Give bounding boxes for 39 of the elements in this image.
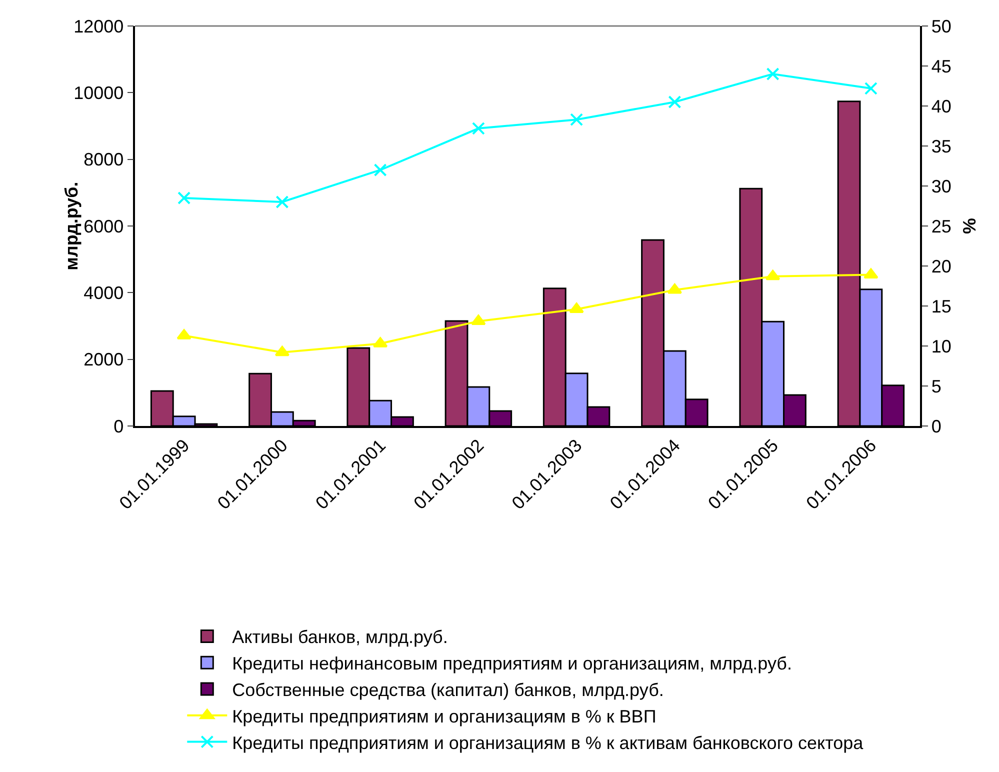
y-tick-label: 2000	[84, 350, 124, 370]
point	[569, 302, 584, 313]
y2-tick-label: 35	[931, 136, 952, 156]
point	[274, 346, 290, 356]
y-tick-label: 0	[114, 416, 124, 436]
y-tick-label: 12000	[74, 16, 124, 36]
y2-tick-label: 30	[931, 176, 952, 196]
point	[374, 164, 387, 176]
point	[472, 122, 485, 135]
y-tick-label: 10000	[74, 82, 124, 103]
y2-tick-label: 0	[931, 416, 942, 436]
point	[668, 96, 682, 108]
legend-label: Кредиты предприятиям и организациям в % к ВВП	[232, 706, 656, 726]
legend-label: Кредиты нефинансовым предприятиям и организациям, млрд.руб.	[232, 654, 792, 674]
y2-tick-label: 45	[931, 56, 952, 76]
legend-label: Кредиты предприятиям и организациям в % к активам банковского сектора	[232, 732, 864, 753]
y2-tick-label: 25	[931, 216, 952, 236]
point	[178, 192, 191, 204]
point	[570, 113, 584, 126]
y-tick-label: 6000	[84, 216, 124, 236]
y2-tick-label: 15	[931, 296, 952, 316]
y-tick-label: 4000	[84, 282, 124, 303]
point	[864, 268, 878, 279]
y-axis-title: млрд.руб.	[62, 182, 82, 270]
y2-tick-label: 10	[931, 336, 952, 356]
point	[276, 196, 289, 208]
point	[864, 82, 878, 95]
point	[766, 68, 780, 80]
y2-tick-label: 5	[931, 376, 942, 396]
y2-tick-label: 50	[931, 16, 952, 36]
legend-label: Активы банков, млрд.руб.	[232, 627, 448, 648]
point	[471, 314, 486, 325]
y2-tick-label: 40	[931, 96, 952, 116]
y2-axis-title: %	[960, 218, 980, 234]
y-tick-label: 8000	[84, 150, 124, 170]
point	[765, 270, 780, 280]
legend-label: Собственные средства (капитал) банков, млрд.руб.	[232, 680, 664, 700]
point	[176, 329, 192, 340]
y2-tick-label: 20	[931, 256, 952, 276]
